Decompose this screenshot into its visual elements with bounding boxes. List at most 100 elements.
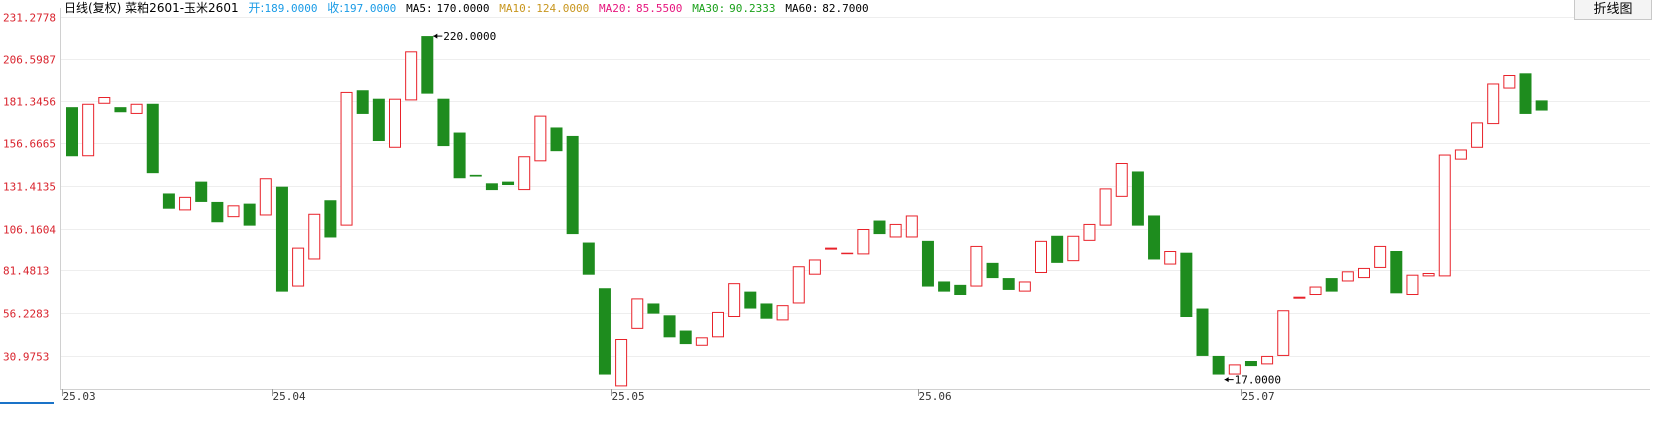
candle (1067, 235, 1080, 262)
candle-body (195, 181, 208, 202)
candle (1148, 215, 1161, 260)
candle-body (243, 203, 256, 226)
candle (340, 91, 353, 226)
candle-body (437, 98, 450, 147)
candle (162, 193, 175, 209)
candle-body (82, 103, 95, 157)
candle (1164, 251, 1177, 265)
candle-body (1035, 240, 1047, 274)
candle-body (1083, 223, 1096, 241)
candle (631, 298, 644, 329)
candle (1535, 100, 1548, 111)
close-value: 197.0000 (343, 2, 397, 15)
candle-body (340, 91, 353, 226)
candle-body (1018, 281, 1031, 292)
candle (647, 303, 660, 314)
candle (275, 186, 288, 292)
annotation-label: 17.0000 (1235, 374, 1281, 387)
candle-body (712, 311, 724, 338)
candle (82, 103, 95, 157)
candle-body (1051, 235, 1064, 263)
candle (1083, 223, 1096, 241)
y-tick-label: 231.2778 (3, 12, 56, 25)
ma20-label: MA20: (599, 2, 633, 15)
ma10-value: 124.0000 (536, 2, 590, 15)
candle-body (873, 220, 886, 235)
candle (1115, 163, 1128, 197)
x-axis: 25.03 25.04 25.05 25.06 25.07 (62, 389, 1275, 403)
candle-body (566, 135, 579, 235)
candle-body (114, 107, 127, 113)
candle (1131, 171, 1144, 226)
y-tick-label: 30.9753 (3, 351, 49, 364)
candle (324, 200, 337, 238)
candle (712, 311, 724, 338)
candle (1406, 274, 1419, 296)
candle (1180, 252, 1193, 318)
candle-body (1148, 215, 1161, 260)
candle-body (1180, 252, 1193, 318)
candle-body (1196, 308, 1209, 356)
candle-body (453, 132, 466, 179)
candle (502, 181, 515, 186)
candle-body (986, 262, 999, 279)
candle (356, 90, 369, 114)
x-tick-label: 25.03 (63, 390, 96, 403)
candle-body (372, 98, 385, 142)
candle-body (1164, 251, 1177, 265)
candle (1035, 240, 1047, 274)
candle-body (970, 245, 983, 287)
candle (598, 288, 611, 375)
candle (1244, 361, 1257, 367)
candle (243, 203, 256, 226)
line-chart-toggle-button[interactable]: 折线图 (1574, 0, 1652, 20)
candle (679, 330, 692, 345)
candle (453, 132, 466, 179)
candle (1471, 122, 1484, 148)
candle (292, 247, 305, 287)
ma60-label: MA60: (785, 2, 819, 15)
candle (1002, 278, 1015, 290)
candle-body (1422, 273, 1435, 277)
candle (921, 240, 934, 287)
candle-body (1438, 154, 1451, 277)
candle (695, 337, 708, 346)
candle-body (679, 330, 692, 345)
candle (970, 245, 983, 287)
candle-body (938, 281, 951, 292)
candle (615, 339, 628, 387)
ma30-value: 90.2333 (729, 2, 776, 15)
candle-body (275, 186, 288, 292)
candle-body (1277, 310, 1290, 356)
candle (582, 242, 595, 275)
candle (66, 107, 78, 157)
candle-body (1067, 235, 1080, 262)
candle (1293, 296, 1306, 299)
candle (421, 36, 434, 94)
candle (825, 247, 838, 250)
candle-body (1487, 83, 1500, 125)
candle-body (889, 223, 902, 238)
candle (518, 156, 531, 191)
candle-body (405, 51, 418, 101)
candle-body (1374, 245, 1387, 268)
candle-body (1244, 361, 1257, 367)
candle-body (1002, 278, 1015, 290)
candle (1341, 271, 1354, 282)
candle (259, 178, 272, 216)
candle (1228, 364, 1241, 375)
candle-body (905, 215, 918, 238)
candle (1390, 251, 1403, 294)
ma60-value: 82.7000 (822, 2, 869, 15)
candle-body (1309, 286, 1322, 296)
candle (1051, 235, 1064, 263)
y-axis: 231.2778 206.5987 181.3456 156.6665 131.4135… (3, 12, 56, 364)
ma10-label: MA10: (499, 2, 533, 15)
candle-body (663, 315, 676, 338)
candle-body (227, 205, 240, 218)
candle-body (1099, 188, 1112, 226)
candle-body (356, 90, 369, 114)
candle (728, 283, 741, 318)
candle-body (1261, 355, 1274, 365)
